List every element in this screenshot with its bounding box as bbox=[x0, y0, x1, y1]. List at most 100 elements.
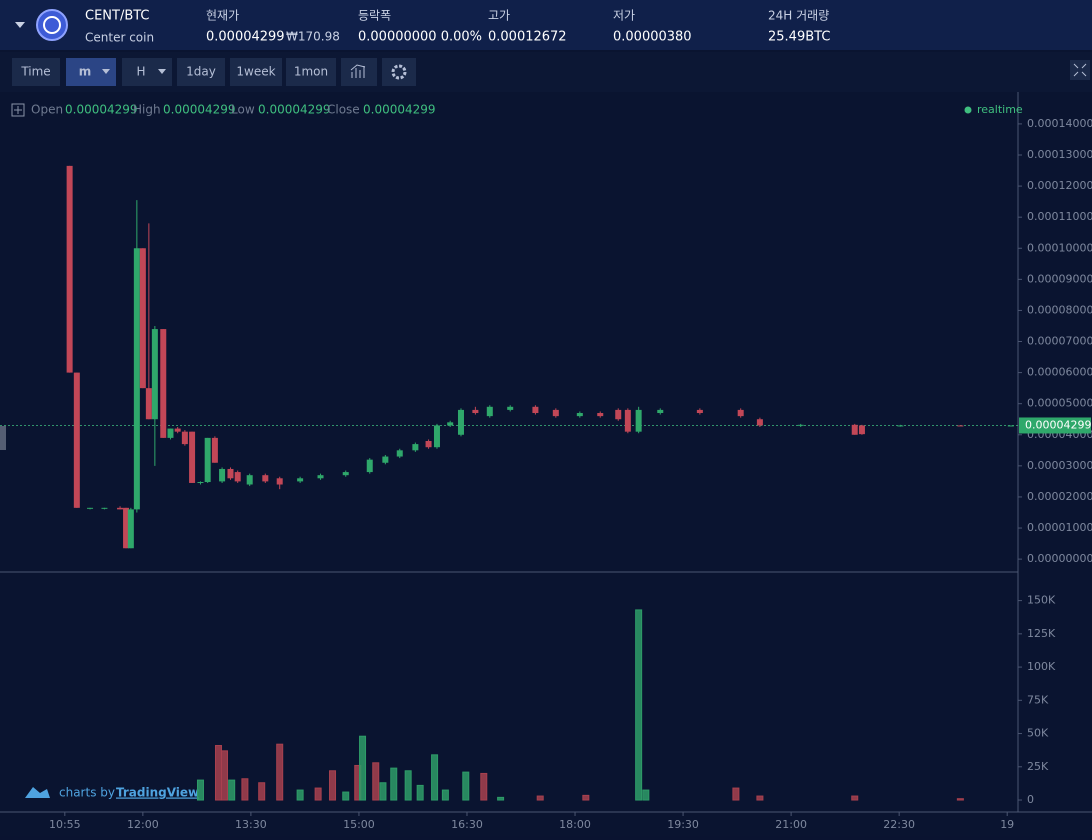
candle-body bbox=[412, 444, 419, 451]
candle-body bbox=[73, 372, 80, 508]
volume-bar bbox=[441, 789, 449, 801]
toolbar-label[interactable]: 1mon bbox=[294, 65, 328, 79]
candle-body bbox=[472, 409, 479, 414]
fullscreen-button[interactable] bbox=[1070, 60, 1090, 80]
toolbar-button[interactable] bbox=[12, 58, 60, 86]
legend-toggle[interactable] bbox=[11, 103, 25, 117]
volume-bar bbox=[390, 767, 398, 801]
pair: CENT/BTC bbox=[85, 9, 150, 24]
ohlc-value: 0.00004299 bbox=[65, 103, 138, 117]
settings-button[interactable] bbox=[382, 58, 416, 86]
toolbar-button[interactable] bbox=[66, 58, 116, 86]
candle-body bbox=[211, 437, 218, 463]
candle-body bbox=[297, 478, 304, 482]
toolbar-button[interactable] bbox=[122, 58, 172, 86]
volume-bar bbox=[196, 779, 204, 801]
volume-bar bbox=[462, 771, 470, 801]
watermark-link[interactable]: TradingView bbox=[116, 786, 199, 800]
x-tick-label: 10:55 bbox=[49, 818, 81, 831]
tradingview-logo bbox=[25, 787, 50, 798]
candle-body bbox=[696, 409, 703, 414]
candle-body bbox=[957, 425, 964, 427]
ohlc-label: High bbox=[133, 103, 161, 117]
y-tick-label: 125K bbox=[1027, 627, 1056, 640]
field-value: 0.00004299 bbox=[206, 30, 285, 45]
candle-body bbox=[457, 409, 464, 435]
realtime-status: realtime bbox=[977, 103, 1023, 116]
indicators-button[interactable] bbox=[341, 58, 377, 86]
dropdown-arrow[interactable] bbox=[15, 22, 25, 28]
volume-bar bbox=[228, 779, 236, 801]
toolbar-label[interactable]: 1day bbox=[186, 65, 216, 79]
candle-body bbox=[657, 409, 664, 414]
coin-icon-inner bbox=[43, 16, 61, 34]
volume-bar bbox=[404, 770, 412, 801]
legend-toggle-plus bbox=[14, 106, 22, 114]
candle-body bbox=[1007, 425, 1014, 427]
candle-body bbox=[181, 431, 188, 445]
volume-bar bbox=[956, 798, 964, 801]
volume-bar bbox=[642, 789, 650, 801]
x-tick-label: 15:00 bbox=[343, 818, 375, 831]
candle-body bbox=[276, 478, 283, 485]
toolbar-label[interactable]: Time bbox=[20, 65, 50, 79]
candle-body bbox=[615, 409, 622, 420]
volume-bar bbox=[497, 796, 505, 801]
toolbar-button[interactable] bbox=[177, 58, 225, 86]
y-tick-label: 0.00003000 bbox=[1027, 459, 1092, 472]
ohlc-value: 0.00004299 bbox=[363, 103, 436, 117]
candle-body bbox=[797, 424, 804, 426]
y-tick-label: 0.00006000 bbox=[1027, 366, 1092, 379]
volume-bar bbox=[276, 743, 284, 801]
x-tick-label: 12:00 bbox=[127, 818, 159, 831]
field-value: 0.00000380 bbox=[613, 30, 692, 45]
volume-bar bbox=[296, 789, 304, 801]
candle-body bbox=[189, 431, 196, 483]
candle-body bbox=[317, 475, 324, 479]
candle-body bbox=[552, 409, 559, 417]
volume-bar bbox=[536, 795, 544, 801]
candle-body bbox=[117, 507, 124, 510]
y-tick-label: 0.00013000 bbox=[1027, 148, 1092, 161]
candle-body bbox=[507, 406, 514, 410]
x-tick-label: 18:00 bbox=[559, 818, 591, 831]
volume-bar bbox=[214, 745, 222, 801]
ohlc-value: 0.00004299 bbox=[258, 103, 331, 117]
candle-body bbox=[246, 475, 253, 485]
volume-bar bbox=[851, 795, 859, 801]
y-tick-label: 0.00010000 bbox=[1027, 241, 1092, 254]
settings-icon bbox=[391, 64, 407, 80]
volume-bar bbox=[220, 750, 228, 801]
candle-body bbox=[151, 329, 158, 420]
ohlc-label: Close bbox=[327, 103, 360, 117]
volume-bar bbox=[372, 762, 380, 801]
candle-body bbox=[897, 425, 904, 427]
candle-body bbox=[737, 409, 744, 417]
field-label: 저가 bbox=[613, 9, 635, 23]
y-tick-label: 0.00014000 bbox=[1027, 117, 1092, 130]
toolbar-label[interactable]: H bbox=[136, 65, 145, 79]
candle-body bbox=[532, 406, 539, 414]
toolbar-label[interactable]: m bbox=[79, 65, 92, 79]
candle-body bbox=[219, 468, 226, 482]
candle-body bbox=[576, 413, 583, 417]
toolbar-button[interactable] bbox=[230, 58, 282, 86]
volume-bar bbox=[379, 782, 387, 801]
volume-bar bbox=[582, 794, 590, 801]
dropdown-arrow bbox=[158, 69, 166, 74]
candle-body bbox=[66, 165, 73, 373]
toolbar-label[interactable]: 1week bbox=[236, 65, 275, 79]
side-handle[interactable] bbox=[0, 426, 6, 450]
candle-body bbox=[145, 388, 152, 420]
candle-body bbox=[756, 419, 763, 426]
candle-body bbox=[123, 507, 130, 549]
y-tick-label: 0.00008000 bbox=[1027, 303, 1092, 316]
candle-body bbox=[396, 450, 403, 457]
candle-body bbox=[858, 425, 865, 435]
toolbar-button[interactable] bbox=[286, 58, 336, 86]
krw-price: ₩170.98 bbox=[286, 30, 340, 44]
field-label: 현재가 bbox=[206, 9, 239, 23]
field-label: 고가 bbox=[488, 9, 510, 23]
